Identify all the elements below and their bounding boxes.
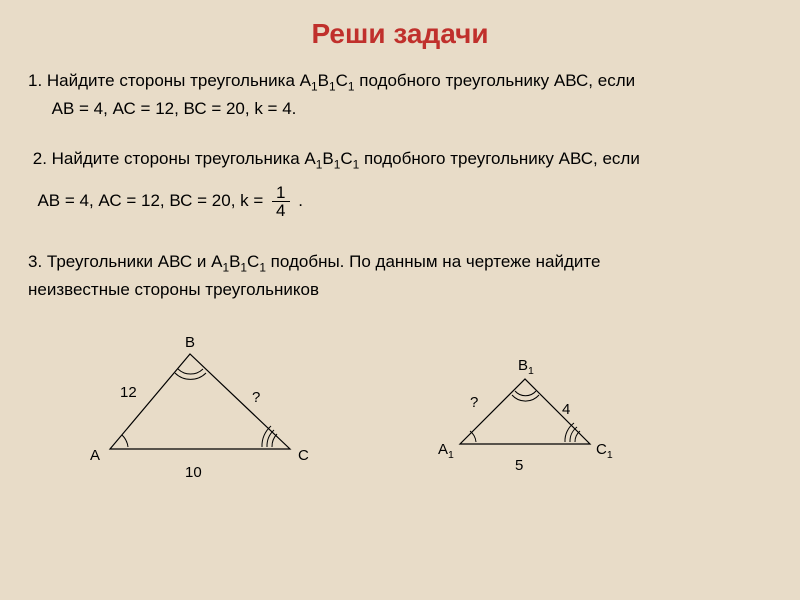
- problem-1: 1. Найдите стороны треугольника А1В1С1 п…: [0, 62, 800, 128]
- p1-suffix: подобного треугольнику АВС, если: [355, 71, 636, 90]
- triangle-abc: А В С 12 ? 10: [80, 329, 330, 494]
- p3-line2: неизвестные стороны треугольников: [28, 280, 319, 299]
- side-ac: 10: [185, 464, 202, 481]
- angle-arc: [122, 435, 128, 447]
- frac-den: 4: [272, 202, 289, 219]
- problem-2: 2. Найдите стороны треугольника А1В1С1 п…: [0, 140, 800, 225]
- vertex-b1: В1: [518, 357, 534, 377]
- side-bc: ?: [252, 389, 260, 406]
- p2-mid2: С: [340, 149, 352, 168]
- p3-suffix: подобны. По данным на чертеже найдите: [266, 252, 601, 271]
- vertex-a: А: [90, 447, 100, 464]
- vertex-a1-text: А: [438, 441, 448, 458]
- p1-text: 1. Найдите стороны треугольника А: [28, 71, 311, 90]
- p2-suffix: подобного треугольнику АВС, если: [359, 149, 640, 168]
- p1-mid1: В: [318, 71, 329, 90]
- vertex-c1: С1: [596, 441, 613, 461]
- vertex-a1-sub: 1: [448, 449, 454, 461]
- vertex-b1-sub: 1: [528, 365, 534, 377]
- side-a1c1: 5: [515, 457, 523, 474]
- p1-sub2: 1: [329, 79, 336, 93]
- p1-line2: АВ = 4, АС = 12, ВС = 20, k = 4.: [52, 99, 297, 118]
- side-b1c1: 4: [562, 401, 570, 418]
- triangle-a1b1c1: А1 В1 С1 ? 4 5: [430, 349, 630, 484]
- diagrams-area: А В С 12 ? 10 А1 В1 С1 ? 4 5: [0, 309, 800, 529]
- side-ab: 12: [120, 384, 137, 401]
- triangle-a1b1c1-shape: [460, 379, 590, 444]
- problem-3: 3. Треугольники АВС и А1В1С1 подобны. По…: [0, 243, 800, 309]
- angle-arc: [178, 369, 203, 374]
- p2-mid1: В: [322, 149, 333, 168]
- vertex-c1-sub: 1: [607, 449, 613, 461]
- p1-sub3: 1: [348, 79, 355, 93]
- page-title: Реши задачи: [0, 0, 800, 62]
- fraction: 14: [272, 184, 289, 219]
- angle-arc: [515, 391, 536, 396]
- p2-line2-suffix: .: [294, 191, 303, 210]
- vertex-b: В: [185, 334, 195, 351]
- vertex-b1-text: В: [518, 357, 528, 374]
- p1-sub1: 1: [311, 79, 318, 93]
- p2-text: 2. Найдите стороны треугольника А: [33, 149, 316, 168]
- p1-mid2: С: [336, 71, 348, 90]
- vertex-a1: А1: [438, 441, 454, 461]
- vertex-c: С: [298, 447, 309, 464]
- p2-line2-prefix: АВ = 4, АС = 12, ВС = 20, k =: [37, 191, 268, 210]
- vertex-c1-text: С: [596, 441, 607, 458]
- p3-sub3: 1: [259, 260, 266, 274]
- p3-text: 3. Треугольники АВС и А: [28, 252, 222, 271]
- p3-mid1: В: [229, 252, 240, 271]
- frac-num: 1: [272, 184, 289, 202]
- p3-mid2: С: [247, 252, 259, 271]
- side-a1b1: ?: [470, 394, 478, 411]
- triangle-abc-shape: [110, 354, 290, 449]
